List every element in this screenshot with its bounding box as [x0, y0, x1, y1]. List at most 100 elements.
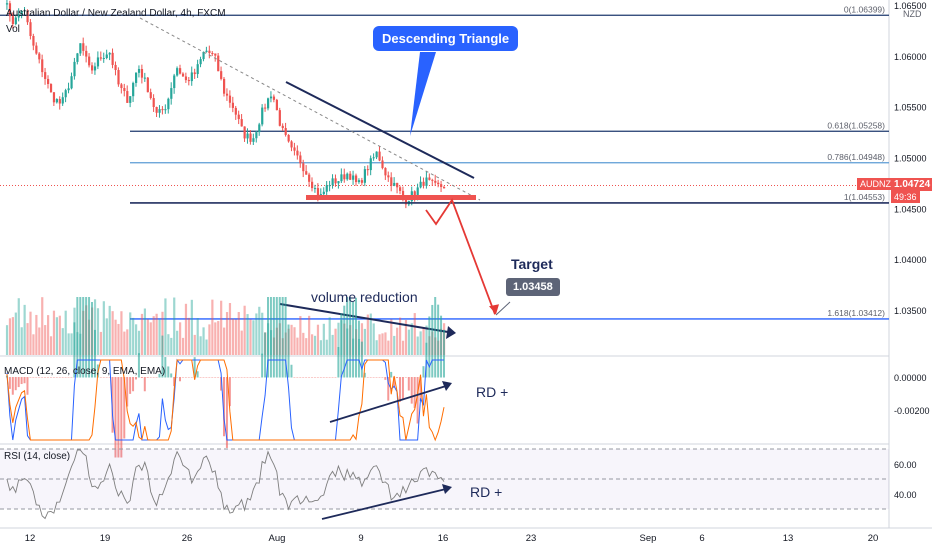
- macd-histogram-bar: [223, 377, 225, 437]
- macd-histogram-bar: [422, 366, 425, 378]
- candle-body: [316, 188, 320, 198]
- candle-body: [5, 3, 9, 5]
- volume-bar: [176, 330, 179, 355]
- macd-divergence-arrowhead: [442, 381, 452, 391]
- candle-body: [149, 92, 152, 99]
- volume-bar: [246, 314, 249, 355]
- macd-histogram-bar: [88, 297, 91, 378]
- volume-bar: [129, 312, 132, 355]
- volume-bar: [70, 333, 73, 355]
- volume-bar: [375, 340, 378, 355]
- candle-body: [322, 191, 325, 195]
- volume-bar: [302, 332, 305, 355]
- candle-body: [47, 78, 50, 85]
- macd-histogram-bar: [93, 329, 96, 378]
- candle-body: [419, 181, 422, 188]
- candle-body: [337, 181, 340, 184]
- target-pointer: [495, 301, 511, 316]
- candle-body: [102, 58, 105, 60]
- macd-histogram-bar: [196, 371, 199, 378]
- candle-body: [390, 177, 393, 186]
- macd-histogram-bar: [79, 297, 82, 378]
- candle-body: [20, 11, 23, 15]
- macd-histogram-bar: [158, 373, 161, 378]
- triangle-support-bar: [306, 195, 476, 200]
- candle-body: [132, 82, 135, 97]
- macd-histogram-bar: [272, 297, 275, 378]
- volume-bar: [214, 322, 217, 355]
- candle-body: [152, 98, 155, 107]
- macd-histogram-bar: [111, 377, 114, 433]
- candle-body: [58, 99, 61, 104]
- time-axis-label: 6: [699, 533, 704, 544]
- candle-body: [290, 141, 293, 148]
- macd-histogram-bar: [340, 313, 343, 378]
- candle-body: [67, 88, 70, 91]
- volume-bar: [258, 306, 261, 355]
- macd-histogram-bar: [308, 377, 311, 378]
- candle-body: [135, 72, 138, 83]
- candle-body: [393, 182, 396, 186]
- candle-body: [355, 175, 358, 183]
- volume-bar: [93, 299, 97, 355]
- macd-histogram-bar: [390, 371, 393, 378]
- volume-bar: [311, 334, 314, 355]
- macd-histogram-bar: [264, 332, 267, 378]
- symbol-price-tag: AUDNZD: [857, 178, 901, 190]
- price-tick-label: 1.05000: [894, 154, 927, 164]
- candle-body: [26, 10, 29, 23]
- volume-bar: [102, 301, 105, 355]
- volume-bar: [20, 327, 23, 355]
- price-tick-label: 1.03500: [894, 306, 927, 316]
- macd-histogram-bar: [237, 377, 240, 378]
- candle-body: [64, 90, 67, 98]
- candle-body: [164, 109, 167, 111]
- candle-body: [193, 72, 196, 75]
- macd-histogram-bar: [55, 377, 58, 378]
- macd-histogram-bar: [269, 297, 272, 378]
- macd-histogram-bar: [331, 377, 334, 378]
- volume-bar: [211, 299, 214, 355]
- candle-body: [202, 51, 205, 60]
- macd-histogram-bar: [284, 297, 287, 378]
- macd-histogram-bar: [91, 302, 93, 378]
- candle-body: [161, 109, 164, 111]
- macd-histogram-bar: [143, 377, 146, 392]
- volume-bar: [208, 324, 211, 355]
- macd-histogram-bar: [140, 377, 143, 379]
- macd-histogram-bar: [387, 377, 390, 401]
- volume-bar: [322, 323, 325, 355]
- candle-body: [425, 177, 428, 186]
- macd-histogram-bar: [267, 297, 269, 378]
- macd-histogram-bar: [64, 377, 67, 378]
- volume-bar: [390, 319, 393, 355]
- volume-trend-arrowhead: [446, 326, 456, 339]
- volume-bar: [108, 305, 111, 355]
- volume-bar: [337, 322, 340, 355]
- volume-bar: [96, 308, 100, 355]
- candle-body: [443, 187, 446, 189]
- candle-body: [11, 16, 14, 25]
- macd-divergence-line: [329, 385, 447, 423]
- volume-bar: [41, 297, 44, 355]
- volume-bar: [393, 335, 396, 355]
- macd-histogram-bar: [261, 353, 264, 378]
- macd-histogram-bar: [184, 377, 187, 378]
- macd-histogram-bar: [296, 377, 299, 378]
- candle-body: [146, 77, 149, 93]
- candle-body: [281, 125, 284, 129]
- volume-bar: [296, 337, 299, 355]
- macd-histogram-bar: [114, 377, 117, 458]
- signal-line: [6, 359, 445, 442]
- volume-bar: [190, 299, 193, 355]
- candle-body: [378, 151, 381, 161]
- candle-body: [287, 134, 290, 142]
- volume-bar: [55, 317, 58, 355]
- macd-histogram-bar: [431, 304, 434, 378]
- time-axis-label: 23: [526, 533, 537, 544]
- candle-body: [143, 77, 146, 79]
- macd-histogram-bar: [258, 377, 261, 378]
- candle-body: [70, 76, 73, 89]
- candle-body: [328, 185, 331, 187]
